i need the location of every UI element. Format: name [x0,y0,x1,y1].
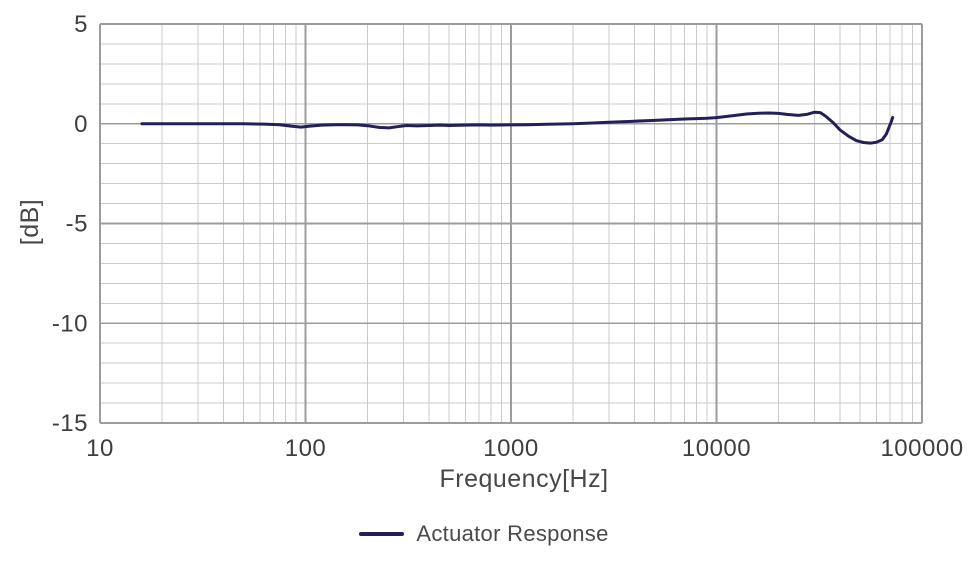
x-tick-label: 100000 [880,435,963,462]
y-tick-label: -15 [52,410,88,437]
x-tick-label: 10000 [682,435,751,462]
legend-series-label: Actuator Response [416,521,609,546]
y-tick-label: 0 [74,111,88,138]
y-tick-label: -10 [52,310,88,337]
legend: Actuator Response [0,521,968,547]
y-tick-label: 5 [74,11,88,38]
x-tick-label: 10 [86,435,114,462]
x-tick-label: 1000 [483,435,538,462]
x-tick-label: 100 [285,435,327,462]
x-axis-title: Frequency[Hz] [439,465,608,493]
y-axis-title: [dB] [16,199,44,245]
y-tick-label: -5 [66,211,88,238]
legend-line-swatch [359,532,405,536]
series-group [140,110,895,145]
series-line-actuator-response [140,110,895,145]
